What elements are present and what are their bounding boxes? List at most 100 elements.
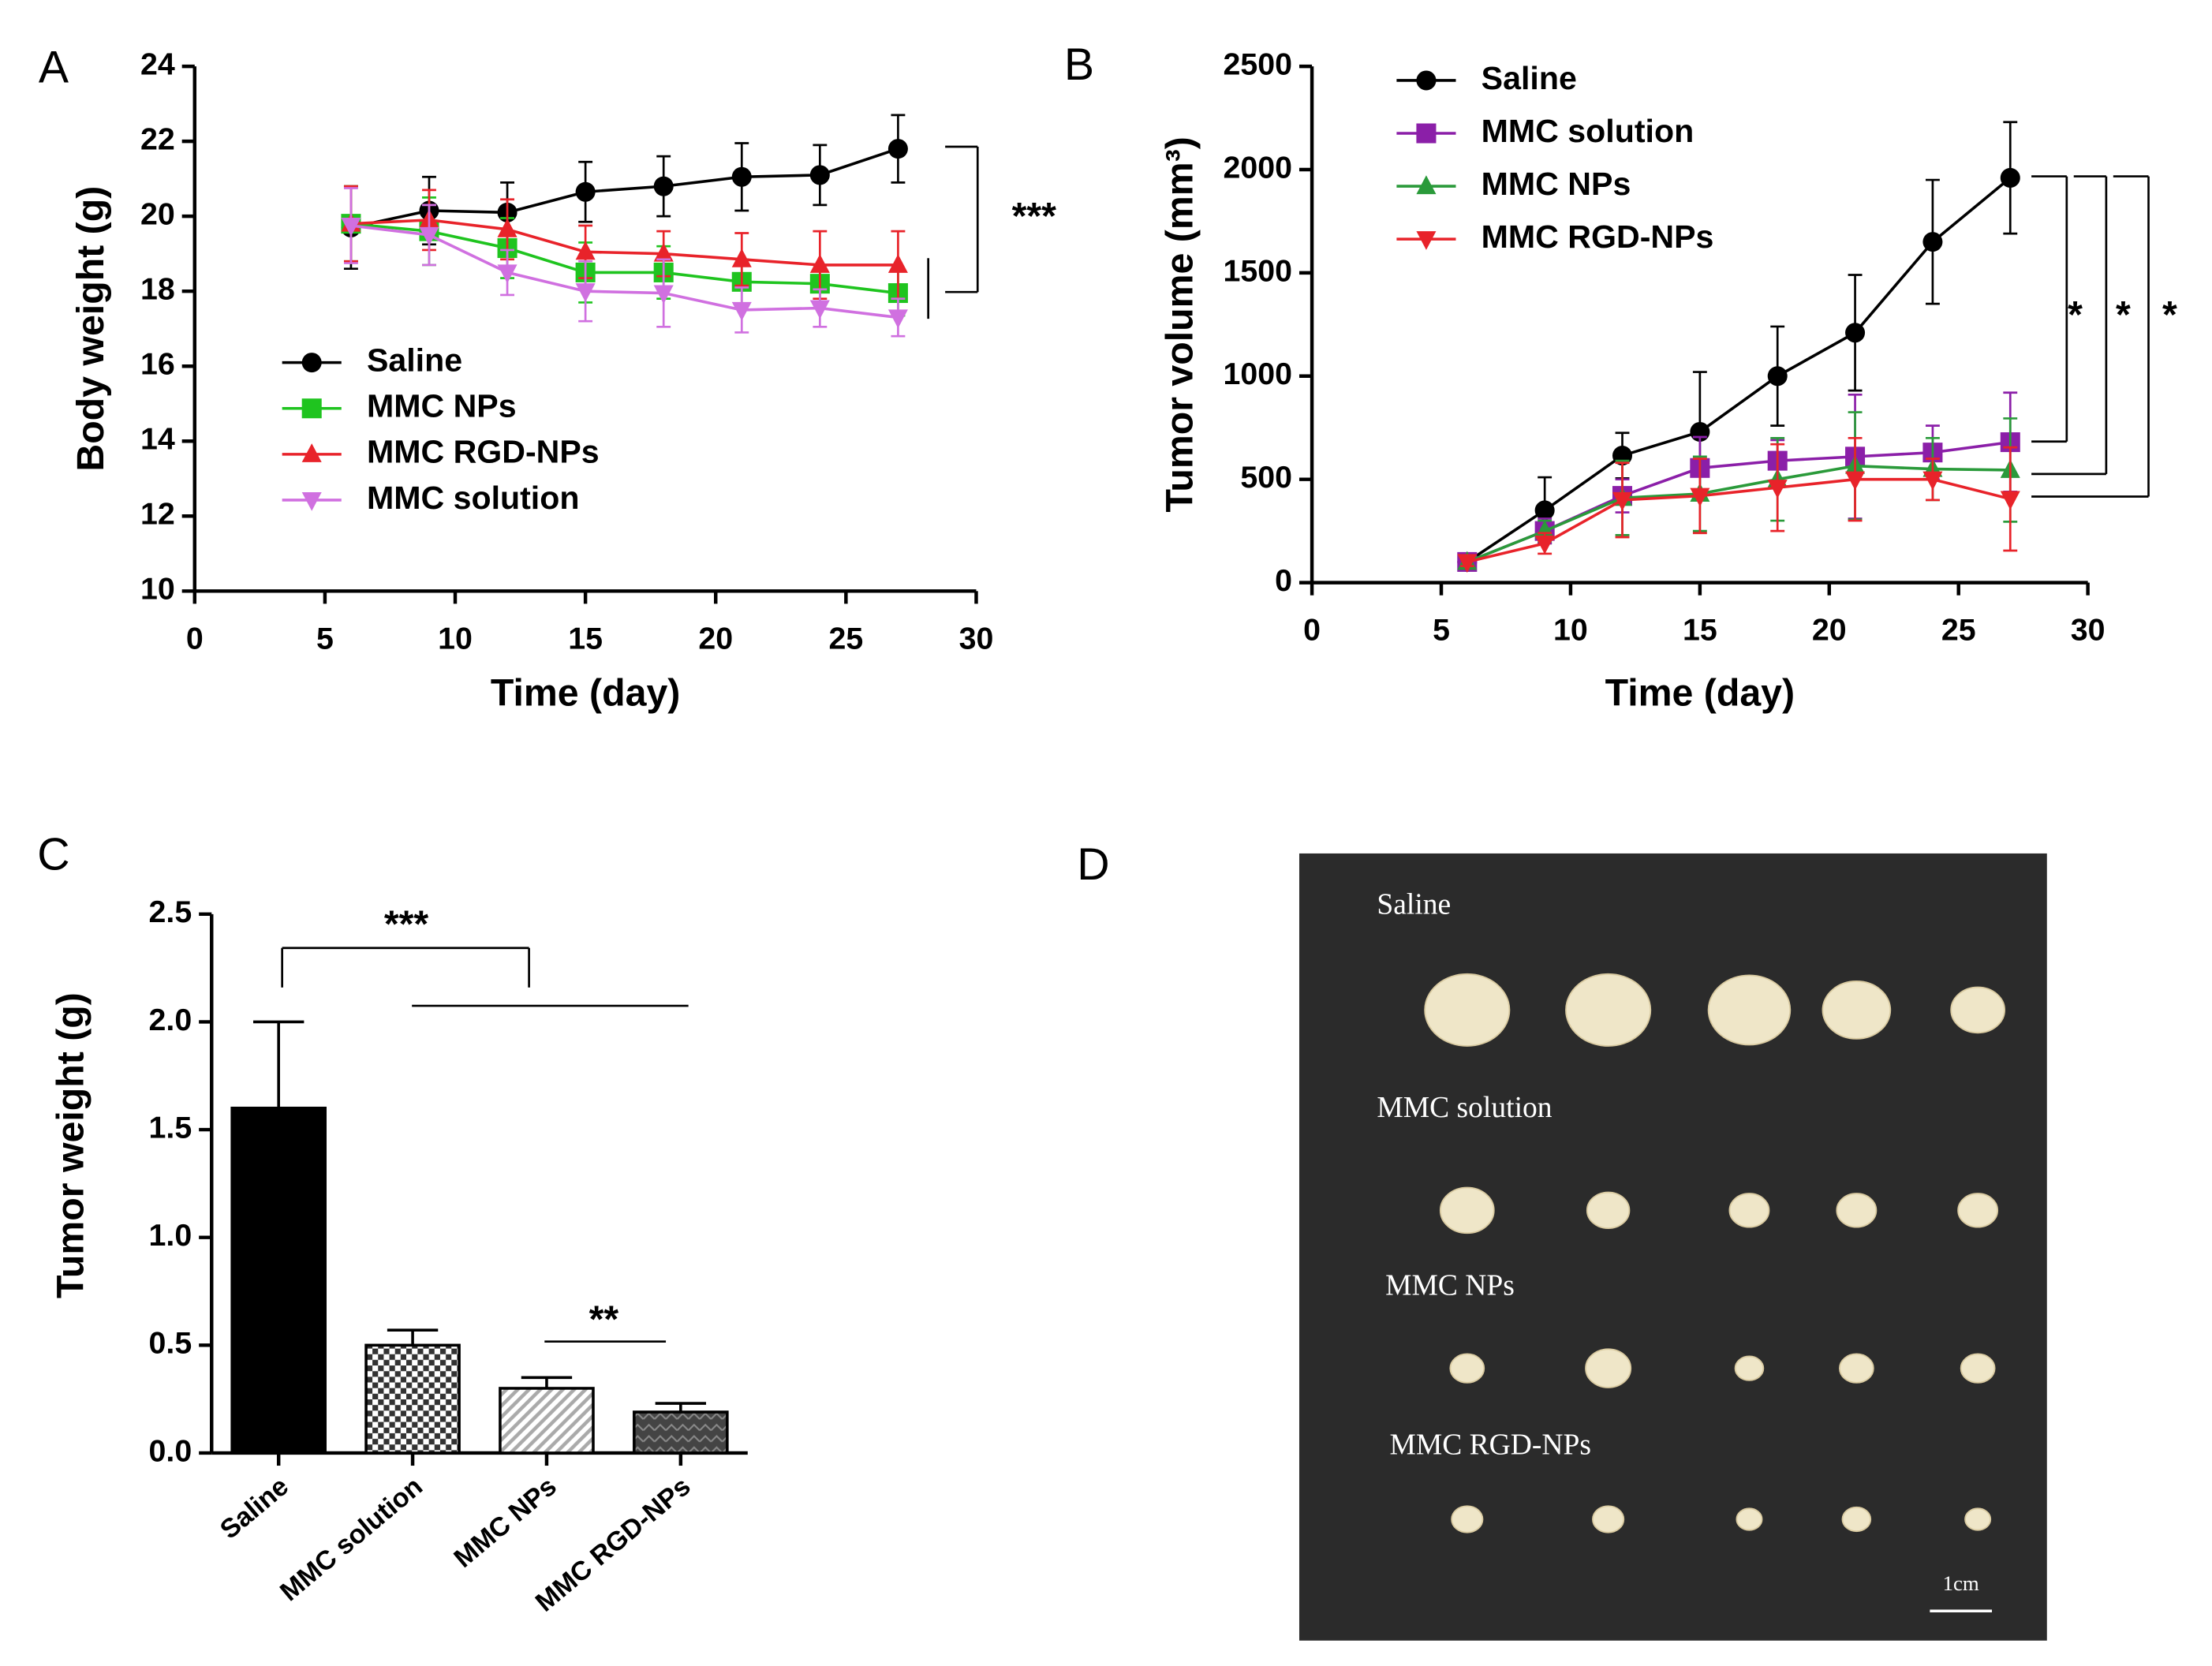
data-point: [2000, 167, 2020, 188]
bar: [633, 1410, 729, 1455]
significance-label: ***: [384, 903, 429, 946]
tumor: [1439, 1186, 1495, 1235]
bar: [499, 1387, 595, 1455]
y-tick-label: 18: [140, 272, 175, 307]
panel-label: A: [39, 43, 69, 93]
data-point: [575, 241, 596, 260]
y-tick-label: 12: [140, 497, 175, 532]
tumor: [1950, 986, 2006, 1034]
significance-label: *: [2162, 293, 2177, 336]
significance-label: **: [589, 1298, 619, 1340]
x-axis-label: Time (day): [491, 671, 681, 714]
x-tick-label: Saline: [215, 1471, 294, 1545]
tumor: [1586, 1191, 1631, 1230]
significance-label: *: [2068, 293, 2083, 336]
legend-marker: [301, 353, 322, 373]
bar: [230, 1106, 327, 1455]
data-point: [1767, 480, 1788, 499]
data-point: [887, 309, 908, 329]
error-bar: [387, 1328, 439, 1346]
data-point: [497, 219, 518, 237]
tumor: [1841, 1506, 1872, 1533]
y-axis-label: Tumor weight (g): [50, 992, 92, 1298]
y-axis-label: Tumor volume (mm³): [1158, 136, 1201, 512]
tumor: [1839, 1353, 1874, 1384]
tumor: [1960, 1353, 1996, 1384]
x-tick-label: 5: [316, 621, 334, 656]
x-tick-label: 25: [1941, 613, 1976, 648]
tumor: [1592, 1505, 1625, 1533]
y-tick-label: 22: [140, 122, 175, 157]
x-tick-label: 15: [568, 621, 603, 656]
x-tick-label: 15: [1683, 613, 1717, 648]
legend-label: Saline: [367, 342, 462, 378]
x-tick-label: 20: [1812, 613, 1847, 648]
error-bar: [252, 1020, 305, 1108]
data-point: [575, 181, 596, 202]
legend-marker: [301, 491, 322, 511]
tumor: [1822, 981, 1892, 1040]
x-tick-label: 25: [828, 621, 863, 656]
y-axis-label: Body weight (g): [69, 186, 112, 472]
data-point: [1534, 500, 1555, 521]
series-line: [350, 224, 899, 319]
y-tick-label: 20: [140, 197, 175, 232]
y-tick-label: 2500: [1224, 47, 1293, 81]
data-point: [887, 139, 908, 159]
data-point: [1922, 232, 1943, 252]
data-point: [731, 166, 752, 187]
legend-marker: [1416, 123, 1437, 144]
x-tick-label: 0: [1303, 613, 1321, 648]
legend-marker: [301, 443, 322, 462]
y-tick-label: 500: [1240, 460, 1292, 495]
series-line: [350, 147, 899, 230]
significance-label: *: [2116, 293, 2131, 336]
x-tick-label: 30: [959, 621, 994, 656]
x-axis-label: Time (day): [1605, 671, 1795, 714]
legend-label: MMC solution: [367, 480, 580, 516]
data-point: [731, 248, 752, 267]
data-point: [1534, 520, 1555, 540]
y-tick-label: 2.5: [149, 895, 192, 929]
data-point: [653, 285, 674, 304]
y-tick-label: 1.0: [149, 1218, 192, 1253]
y-tick-label: 10: [140, 572, 175, 607]
data-point: [1845, 323, 1866, 343]
significance-label: ***: [1012, 195, 1057, 237]
tumor: [1836, 1193, 1878, 1228]
panel-label: C: [37, 829, 69, 880]
legend-marker: [1416, 175, 1437, 195]
photo-background: [1298, 853, 2047, 1641]
tumor: [1707, 974, 1792, 1046]
legend-label: MMC NPs: [1482, 166, 1631, 202]
data-point: [887, 254, 908, 273]
y-tick-label: 0.5: [149, 1326, 192, 1361]
tumor: [1451, 1505, 1484, 1533]
legend-marker: [1416, 70, 1437, 91]
tumor: [1964, 1507, 1992, 1531]
tumor: [1728, 1193, 1770, 1228]
series-line: [1466, 177, 2012, 563]
x-tick-label: 0: [186, 621, 204, 656]
y-tick-label: 0: [1275, 563, 1292, 598]
y-tick-label: 1500: [1224, 253, 1293, 288]
x-tick-label: 10: [438, 621, 473, 656]
y-tick-label: 0.0: [149, 1433, 192, 1468]
data-point: [809, 300, 830, 319]
panel-label: B: [1064, 39, 1094, 90]
data-point: [497, 264, 518, 284]
data-point: [1457, 554, 1478, 573]
tumor: [1736, 1507, 1763, 1531]
scale-label: 1cm: [1943, 1571, 1979, 1595]
photo-row-label: Saline: [1377, 889, 1451, 921]
x-tick-label: MMC NPs: [448, 1471, 562, 1574]
y-tick-label: 1000: [1224, 357, 1293, 391]
tumor: [1585, 1348, 1632, 1388]
data-point: [1690, 487, 1710, 507]
panel-label: D: [1077, 839, 1109, 890]
legend-label: MMC RGD-NPs: [367, 434, 600, 470]
error-bar: [655, 1402, 707, 1413]
legend-label: MMC NPs: [367, 388, 517, 424]
